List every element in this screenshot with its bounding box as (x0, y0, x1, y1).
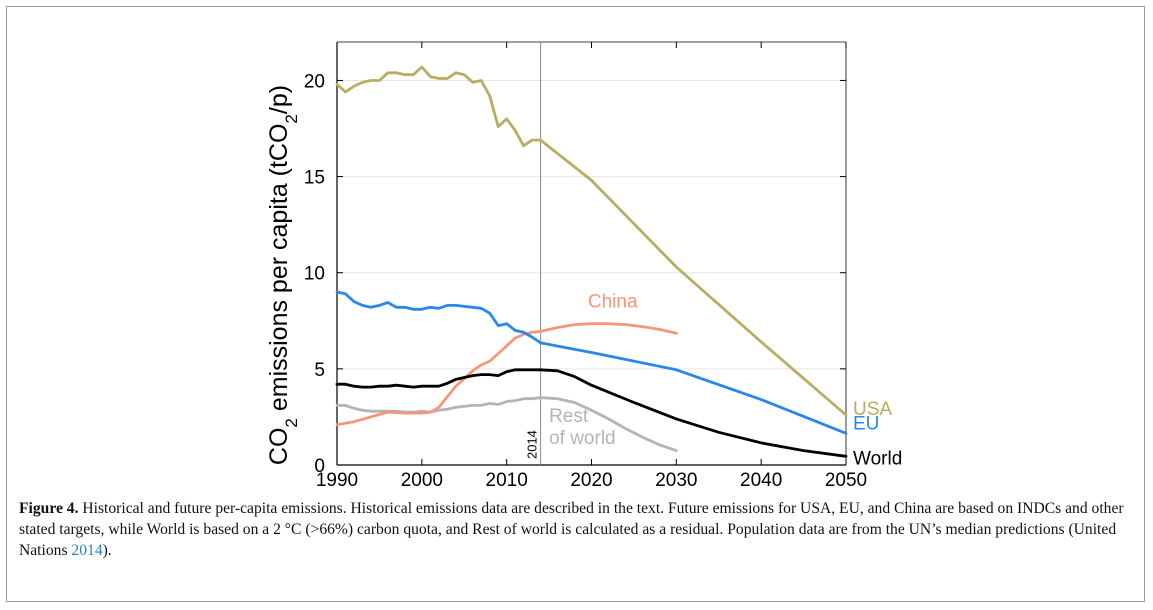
series-label-usa: USA (853, 399, 892, 420)
year-marker-label: 2014 (525, 430, 540, 459)
series-label-rest-of-world: Rest (549, 406, 589, 427)
x-tick-label: 2020 (570, 470, 612, 490)
y-tick-label: 10 (304, 264, 325, 285)
y-tick-label: 0 (314, 456, 325, 477)
x-tick-label: 2030 (655, 470, 697, 490)
series-line-usa (335, 65, 848, 417)
x-tick-label: 1990 (316, 470, 358, 490)
x-tick-label: 2010 (486, 470, 528, 490)
series-line-eu (335, 290, 848, 435)
series-label-rest-of-world: of world (549, 428, 616, 449)
series-line-world (335, 368, 848, 458)
caption-end: ). (102, 542, 112, 559)
x-tick-label: 2000 (401, 470, 443, 490)
tick-labels: 1990 2000 2010 2020 2030 2040 2050 0 5 10 15 20 2014 (304, 71, 867, 490)
caption-text: Historical and future per-capita emissio… (19, 500, 1124, 559)
x-tick-label: 2040 (740, 470, 782, 490)
y-axis-label: CO2 emissions per capita (tCO2/p) (265, 85, 301, 465)
series-label-china: China (588, 292, 638, 313)
series-lines (335, 65, 848, 458)
series-line-rest-of-world (335, 396, 678, 453)
series-label-world: World (853, 448, 902, 469)
figure-frame (6, 6, 1145, 602)
y-tick-label: 5 (314, 360, 325, 381)
series-line-china (335, 322, 678, 427)
x-tick-label: 2050 (825, 470, 867, 490)
caption-reference-link[interactable]: 2014 (71, 542, 103, 559)
y-tick-label: 20 (304, 71, 325, 92)
series-label-eu: EU (853, 413, 879, 434)
axes (336, 41, 847, 466)
line-chart: 1990 2000 2010 2020 2030 2040 2050 0 5 10 15 20 2014… (265, 41, 902, 490)
y-tick-label: 15 (304, 168, 325, 189)
figure-caption: Figure 4. Historical and future per-capi… (19, 498, 1129, 561)
gridlines (337, 79, 846, 370)
caption-label: Figure 4. (19, 500, 79, 517)
